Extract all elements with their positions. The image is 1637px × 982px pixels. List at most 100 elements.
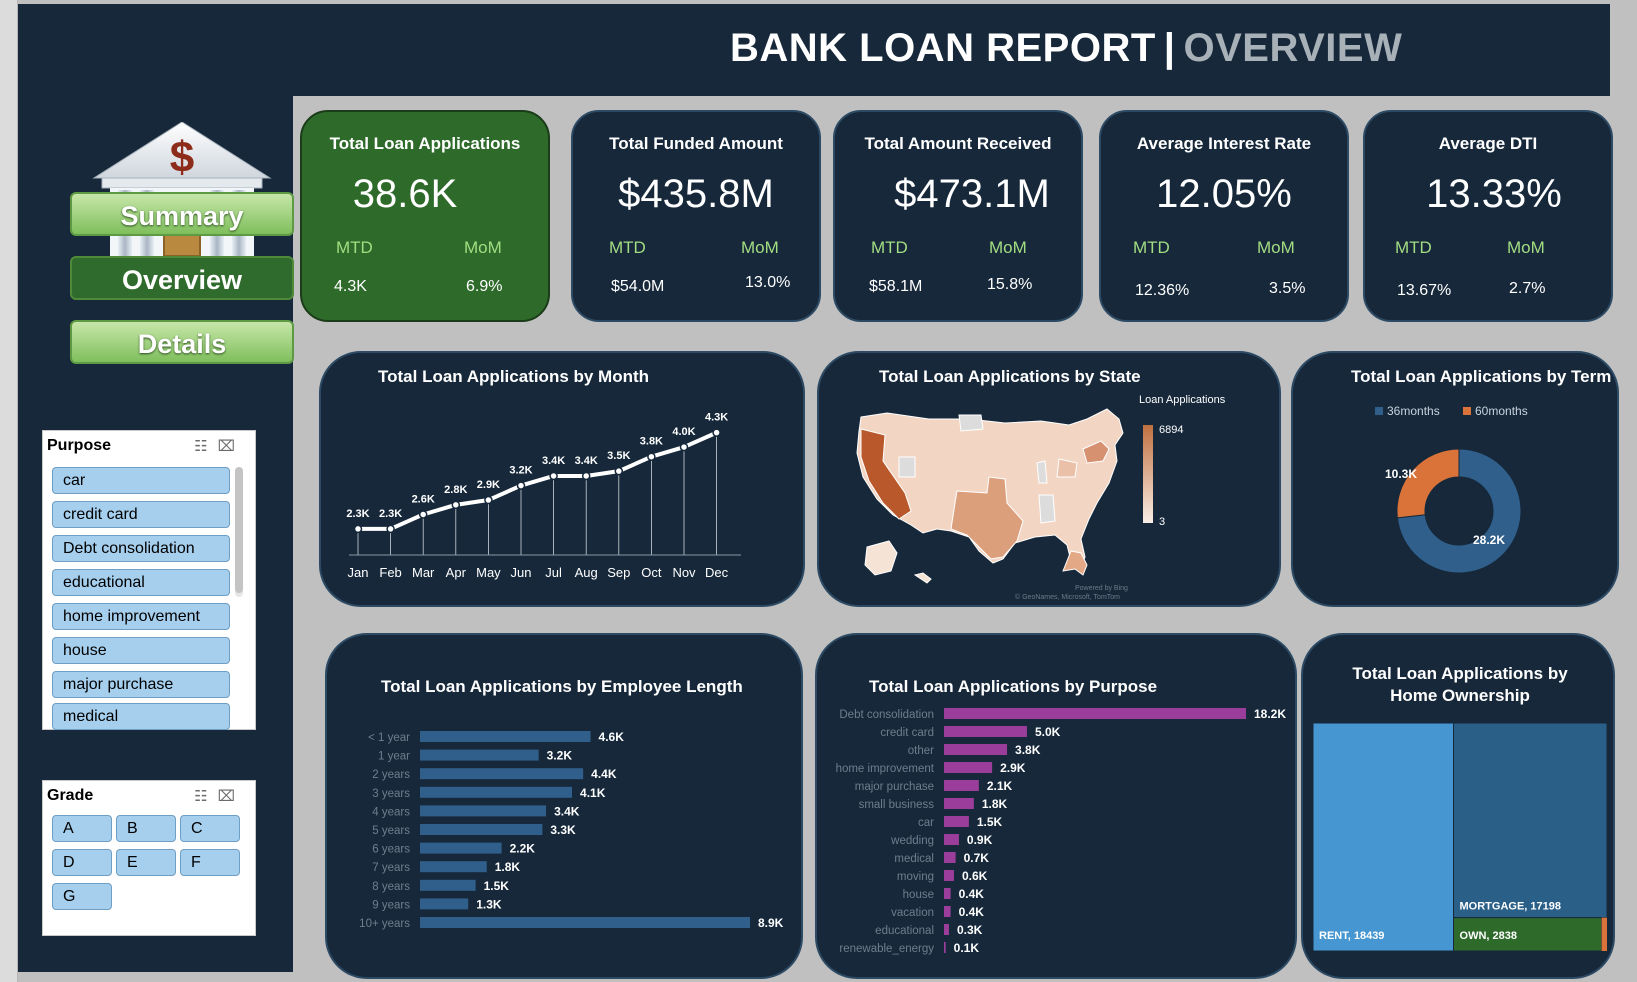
kpi-total-amount-received: Total Amount Received $473.1M MTD MoM $5… — [833, 110, 1083, 322]
month-tick-sep: Sep — [607, 565, 630, 580]
grade-item-c[interactable]: C — [180, 815, 240, 842]
emp-category-6-years: 6 years — [372, 844, 410, 856]
month-line-chart: 2.3K Jan 2.3K Feb 2.6K Mar 2.8K Apr 2.9K May 3.2K J… — [346, 412, 741, 580]
purpose-bar-renewable-energy — [944, 942, 946, 953]
kpi-mtd-label: MTD — [336, 238, 373, 257]
summary-button[interactable]: Summary — [70, 192, 294, 236]
purpose-item-car[interactable]: car — [52, 467, 230, 494]
term-chart-panel: Total Loan Applications by Term 28.2K 10.… — [1291, 351, 1619, 607]
sidebar: $ Summary Overview Details Purpose ☷⌧ ca… — [18, 96, 294, 972]
purpose-category-home-improvement: home improvement — [836, 763, 935, 775]
grade-item-f[interactable]: F — [180, 849, 240, 876]
month-point-feb — [386, 524, 395, 534]
purpose-data-label-medical: 0.7K — [964, 851, 990, 865]
purpose-item-debt-consolidation[interactable]: Debt consolidation — [52, 535, 230, 562]
title-sub: OVERVIEW — [1183, 26, 1403, 70]
month-data-label-jun: 3.2K — [509, 465, 532, 477]
month-point-jul — [549, 471, 558, 481]
emp-category-5-years: 5 years — [372, 825, 410, 837]
multi-select-icon[interactable]: ☷ — [194, 438, 218, 455]
month-tick-jul: Jul — [545, 565, 562, 580]
kpi-average-interest-rate: Average Interest Rate 12.05% MTD MoM 12.… — [1099, 110, 1349, 322]
kpi-mom-value: 6.9% — [466, 278, 503, 295]
kpi-mom-value: 15.8% — [987, 276, 1033, 293]
kpi-title: Total Funded Amount — [609, 134, 783, 153]
purpose-category-medical: medical — [894, 853, 934, 865]
month-series-line — [358, 430, 718, 531]
home-ownership-chart-title: Total Loan Applications by Home Ownershi… — [1352, 664, 1568, 705]
purpose-data-label-car: 1.5K — [977, 815, 1003, 829]
kpi-mtd-label: MTD — [609, 238, 646, 257]
texas-shape — [950, 476, 1024, 560]
map-credit-bing: Powered by Bing — [1075, 585, 1128, 592]
emp-data-label-8-years: 1.5K — [484, 879, 510, 893]
purpose-bar-house — [944, 888, 951, 899]
purpose-chart-title: Total Loan Applications by Purpose — [869, 677, 1158, 696]
emp-bar-9-years — [420, 898, 469, 910]
emp-data-label-10-years: 8.9K — [758, 916, 784, 930]
purpose-item-home-improvement[interactable]: home improvement — [52, 603, 230, 630]
emp-bar-5-years — [420, 824, 543, 835]
purpose-slicer-scrollbar[interactable] — [235, 467, 243, 597]
state-map-panel: Total Loan Applications by State Loan Ap… — [817, 351, 1281, 607]
emp-data-label-5-years: 3.3K — [550, 823, 576, 837]
grade-item-e[interactable]: E — [116, 849, 176, 876]
kpi-mtd-label: MTD — [1133, 238, 1170, 257]
month-data-label-dec: 4.3K — [705, 412, 728, 424]
kpi-mom-value: 3.5% — [1269, 280, 1306, 297]
purpose-category-debt-consolidation: Debt consolidation — [839, 709, 934, 721]
treemap-label-mortgage: MORTGAGE, 17198 — [1460, 901, 1561, 913]
month-tick-mar: Mar — [412, 565, 435, 580]
clear-filter-icon[interactable]: ⌧ — [217, 438, 245, 455]
purpose-slicer-title: Purpose — [47, 437, 112, 454]
month-point-sep — [614, 466, 624, 476]
purpose-item-educational[interactable]: educational — [52, 569, 230, 596]
emp-bar-10-years — [420, 917, 750, 928]
purpose-item-credit-card[interactable]: credit card — [52, 501, 230, 528]
purpose-item-medical[interactable]: medical — [52, 703, 230, 730]
scroll-thumb[interactable] — [235, 467, 243, 593]
map-legend-gradient — [1143, 425, 1153, 523]
kpi-mtd-value: 13.67% — [1397, 282, 1452, 299]
clear-filter-icon[interactable]: ⌧ — [217, 788, 245, 805]
kpi-title: Average Interest Rate — [1136, 134, 1312, 153]
purpose-item-house[interactable]: house — [52, 637, 230, 664]
purpose-bar-major-purchase — [944, 780, 979, 791]
grade-item-d[interactable]: D — [52, 849, 112, 876]
month-tick-may: May — [476, 565, 501, 580]
employee-length-bar-chart: < 1 year 4.6K 1 year 3.2K 2 years 4.4K 3 years… — [359, 730, 784, 930]
purpose-slicer: Purpose ☷⌧ car credit card Debt consolid… — [42, 430, 256, 730]
kpi-title: Average DTI — [1438, 134, 1538, 153]
emp-bar-8-years — [420, 879, 476, 891]
grade-slicer-title: Grade — [47, 787, 94, 804]
kpi-total-loan-applications: Total Loan Applications 38.6K MTD MoM 4.… — [300, 110, 550, 322]
dollar-symbol: $ — [170, 133, 194, 182]
purpose-data-label-educational: 0.3K — [957, 923, 983, 937]
term-slice-60months — [1396, 448, 1460, 519]
grade-slicer: Grade ☷⌧ A B C D E F G — [42, 780, 256, 936]
purpose-category-house: house — [903, 889, 934, 901]
overview-button[interactable]: Overview — [70, 256, 294, 300]
kpi-mtd-value: $58.1M — [869, 278, 923, 295]
month-tick-apr: Apr — [446, 565, 467, 580]
purpose-item-major-purchase[interactable]: major purchase — [52, 671, 230, 698]
grade-item-a[interactable]: A — [52, 815, 112, 842]
slicer-toolbar: ☷⌧ — [194, 437, 245, 455]
purpose-bar-other — [944, 744, 1008, 755]
kpi-mtd-value: 4.3K — [334, 278, 367, 295]
purpose-bar-medical — [944, 852, 956, 863]
details-button[interactable]: Details — [70, 320, 294, 364]
month-point-apr — [451, 500, 461, 510]
purpose-bar-wedding — [944, 834, 959, 845]
grade-item-b[interactable]: B — [116, 815, 176, 842]
spreadsheet-gutter — [0, 0, 18, 982]
emp-data-label-7-years: 1.8K — [495, 860, 521, 874]
map-credit-geonames: © GeoNames, Microsoft, TomTom — [1015, 593, 1120, 601]
grade-item-g[interactable]: G — [52, 883, 112, 910]
kpi-value: 13.33% — [1426, 172, 1562, 216]
map-legend-max: 6894 — [1159, 424, 1183, 436]
purpose-category-educational: educational — [875, 925, 934, 937]
alaska-shape — [864, 540, 898, 576]
emp-category-4-years: 4 years — [372, 806, 410, 818]
multi-select-icon[interactable]: ☷ — [194, 788, 218, 805]
